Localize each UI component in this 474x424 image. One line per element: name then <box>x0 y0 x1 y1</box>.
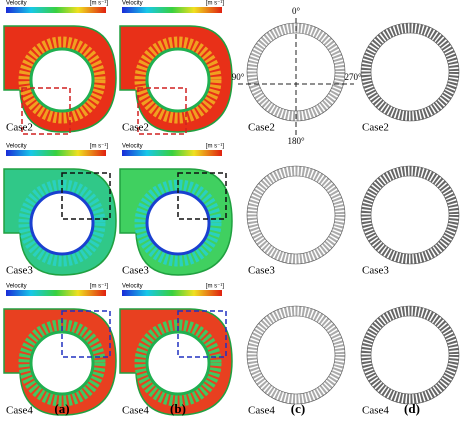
vortex-ring <box>247 166 345 264</box>
impeller-edge <box>145 330 211 396</box>
vortex-ring-edge <box>360 22 460 122</box>
angle-label: 90° <box>232 72 245 82</box>
impeller-ring <box>134 179 222 267</box>
impeller-ring <box>134 36 222 124</box>
colorbar <box>122 7 222 13</box>
vortex-ring-edge <box>246 165 346 265</box>
impeller-ring <box>18 319 106 407</box>
impeller-ring <box>18 179 106 267</box>
colorbar <box>122 150 222 156</box>
colorbar-title: Velocity <box>6 284 27 290</box>
vortex-ring-edge <box>246 305 346 405</box>
dashed-box <box>21 87 71 135</box>
colorbar <box>6 290 106 296</box>
dashed-box <box>61 310 111 358</box>
colorbar-unit: [m s⁻¹] <box>90 144 108 150</box>
vortex-ring-edge <box>370 315 450 395</box>
case-label: Case4 <box>6 405 33 417</box>
colorbar-unit: [m s⁻¹] <box>206 284 224 290</box>
panel-label: (d) <box>404 401 420 416</box>
vortex-ring-edge <box>360 305 460 405</box>
vortex-ring <box>361 23 459 121</box>
case-label: Case3 <box>6 265 33 277</box>
dashed-box <box>177 310 227 358</box>
impeller-edge <box>29 190 95 256</box>
colorbar <box>6 150 106 156</box>
colorbar-title: Velocity <box>122 284 143 290</box>
colorbar-unit: [m s⁻¹] <box>206 1 224 7</box>
case-label: Case4 <box>362 405 389 417</box>
dashed-box <box>137 87 187 135</box>
colorbar-title: Velocity <box>122 144 143 150</box>
colorbar-unit: [m s⁻¹] <box>90 284 108 290</box>
panel-label: (a) <box>54 401 69 416</box>
vortex-ring-edge <box>370 32 450 112</box>
colorbar <box>6 7 106 13</box>
impeller-ring <box>134 319 222 407</box>
colorbar-title: Velocity <box>6 144 27 150</box>
dashed-box <box>177 172 227 220</box>
impeller-ring <box>18 36 106 124</box>
dashed-box <box>61 172 111 220</box>
colorbar <box>122 290 222 296</box>
panel-label: (b) <box>170 401 186 416</box>
case-label: Case3 <box>122 265 149 277</box>
case-label: Case2 <box>362 122 389 134</box>
colorbar-unit: [m s⁻¹] <box>206 144 224 150</box>
colorbar-title: Velocity <box>6 1 27 7</box>
colorbar-unit: [m s⁻¹] <box>90 1 108 7</box>
angle-label: 0° <box>292 6 301 16</box>
panel-label: (c) <box>291 401 305 416</box>
impeller-edge <box>29 330 95 396</box>
impeller-edge <box>145 47 211 113</box>
vortex-ring <box>361 306 459 404</box>
case-label: Case2 <box>6 122 33 134</box>
case-label: Case3 <box>248 265 275 277</box>
case-label: Case3 <box>362 265 389 277</box>
angle-label: 180° <box>287 136 305 146</box>
case-label: Case4 <box>248 405 275 417</box>
vortex-ring-edge <box>360 165 460 265</box>
case-label: Case2 <box>248 122 275 134</box>
vortex-ring-edge <box>256 175 336 255</box>
vortex-ring-edge <box>370 175 450 255</box>
impeller-edge <box>145 190 211 256</box>
case-label: Case2 <box>122 122 149 134</box>
colorbar-title: Velocity <box>122 1 143 7</box>
impeller-edge <box>29 47 95 113</box>
angle-label: 270° <box>344 72 362 82</box>
vortex-ring <box>247 306 345 404</box>
case-label: Case4 <box>122 405 149 417</box>
vortex-ring-edge <box>256 315 336 395</box>
vortex-ring <box>361 166 459 264</box>
